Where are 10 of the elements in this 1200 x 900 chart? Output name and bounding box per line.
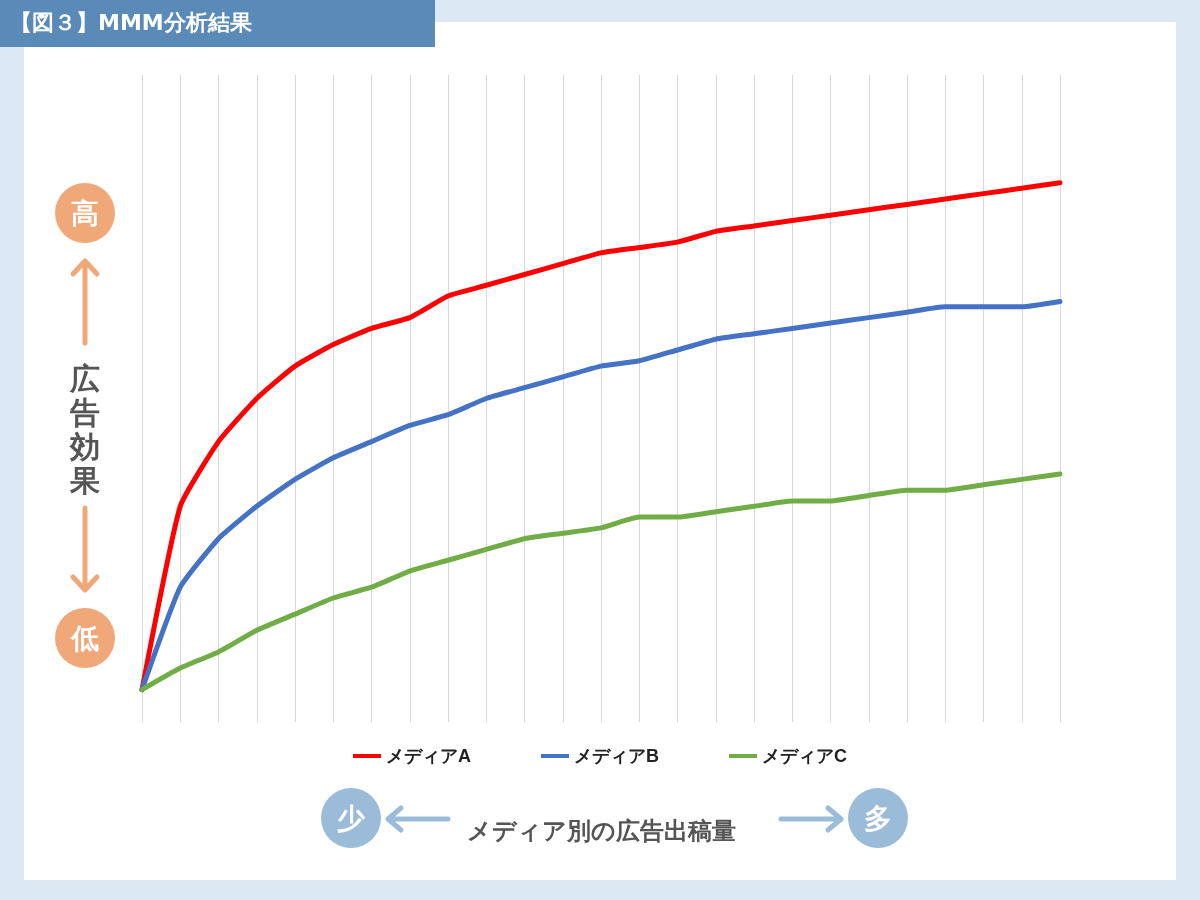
legend-label: メディアB: [574, 746, 659, 766]
y-axis-title: 広告効果: [68, 361, 101, 498]
chart-title: 【図３】MMM分析結果: [10, 9, 252, 37]
legend-label: メディアA: [386, 746, 471, 766]
text: 多: [864, 801, 892, 835]
text: 少: [337, 801, 365, 835]
text: 高: [71, 196, 99, 230]
legend-label: メディアC: [762, 746, 847, 766]
x-axis-title: メディア別の広告出稿量: [466, 816, 736, 844]
text: 低: [71, 621, 99, 655]
